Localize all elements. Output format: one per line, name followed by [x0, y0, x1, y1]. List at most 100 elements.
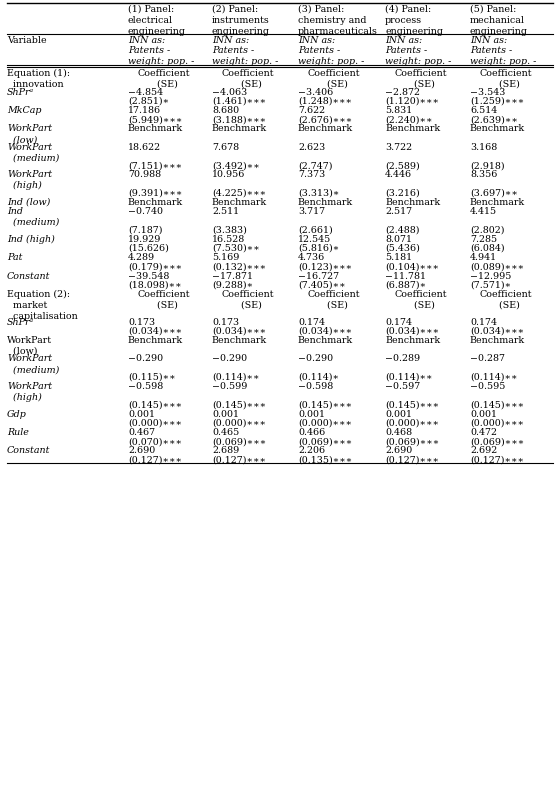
Text: (0.114)∗: (0.114)∗ — [298, 373, 339, 382]
Text: (0.114)∗∗: (0.114)∗∗ — [212, 373, 259, 382]
Text: (2.747): (2.747) — [298, 161, 333, 170]
Text: 18.622: 18.622 — [128, 143, 161, 152]
Text: (1.248)∗∗∗: (1.248)∗∗∗ — [298, 97, 352, 106]
Text: 10.956: 10.956 — [212, 171, 246, 179]
Text: Constant: Constant — [7, 446, 51, 455]
Text: Benchmark: Benchmark — [385, 124, 440, 134]
Text: −12.995: −12.995 — [470, 272, 511, 280]
Text: 0.174: 0.174 — [385, 318, 412, 326]
Text: −0.290: −0.290 — [212, 355, 247, 363]
Text: −17.871: −17.871 — [212, 272, 253, 280]
Text: (0.000)∗∗∗: (0.000)∗∗∗ — [212, 419, 266, 428]
Text: 0.173: 0.173 — [128, 318, 155, 326]
Text: 7.373: 7.373 — [298, 171, 325, 179]
Text: (2.661): (2.661) — [298, 226, 333, 235]
Text: (0.123)∗∗∗: (0.123)∗∗∗ — [298, 262, 352, 272]
Text: −11.781: −11.781 — [385, 272, 426, 280]
Text: (9.288)∗: (9.288)∗ — [212, 280, 253, 290]
Text: (4) Panel:
process
engineering: (4) Panel: process engineering — [385, 5, 443, 36]
Text: −3.406: −3.406 — [298, 88, 333, 96]
Text: −0.598: −0.598 — [298, 382, 333, 391]
Text: Rule: Rule — [7, 428, 29, 437]
Text: (0.179)∗∗∗: (0.179)∗∗∗ — [128, 262, 182, 272]
Text: Variable: Variable — [7, 36, 47, 44]
Text: 2.511: 2.511 — [212, 207, 239, 216]
Text: 0.001: 0.001 — [385, 409, 412, 419]
Text: Ind
  (medium): Ind (medium) — [7, 207, 59, 227]
Text: 3.717: 3.717 — [298, 207, 325, 216]
Text: −0.598: −0.598 — [128, 382, 163, 391]
Text: Benchmark: Benchmark — [470, 198, 525, 207]
Text: Benchmark: Benchmark — [128, 336, 183, 345]
Text: INN as:
Patents -
weight: pop. -: INN as: Patents - weight: pop. - — [212, 36, 278, 66]
Text: (0.127)∗∗∗: (0.127)∗∗∗ — [470, 456, 524, 465]
Text: (2.676)∗∗∗: (2.676)∗∗∗ — [298, 115, 352, 124]
Text: WorkPart
  (low): WorkPart (low) — [7, 336, 52, 356]
Text: (0.069)∗∗∗: (0.069)∗∗∗ — [470, 437, 525, 446]
Text: WorkPart
  (high): WorkPart (high) — [7, 382, 52, 402]
Text: 4.289: 4.289 — [128, 254, 155, 262]
Text: −0.290: −0.290 — [128, 355, 163, 363]
Text: −3.543: −3.543 — [470, 88, 506, 96]
Text: (6.084): (6.084) — [470, 244, 504, 253]
Text: 2.690: 2.690 — [128, 446, 155, 455]
Text: (3.216): (3.216) — [385, 189, 420, 198]
Text: −16.727: −16.727 — [298, 272, 339, 280]
Text: 0.001: 0.001 — [212, 409, 239, 419]
Text: −0.289: −0.289 — [385, 355, 420, 363]
Text: (0.034)∗∗∗: (0.034)∗∗∗ — [298, 327, 352, 336]
Text: Benchmark: Benchmark — [128, 124, 183, 134]
Text: (0.034)∗∗∗: (0.034)∗∗∗ — [212, 327, 266, 336]
Text: (0.000)∗∗∗: (0.000)∗∗∗ — [128, 419, 182, 428]
Text: 7.285: 7.285 — [470, 235, 497, 244]
Text: Benchmark: Benchmark — [470, 336, 525, 345]
Text: Gdp: Gdp — [7, 409, 27, 419]
Text: Benchmark: Benchmark — [385, 336, 440, 345]
Text: 3.168: 3.168 — [470, 143, 497, 152]
Text: (18.098)∗∗: (18.098)∗∗ — [128, 280, 181, 290]
Text: 8.680: 8.680 — [212, 106, 239, 115]
Text: Coefficient
  (SE): Coefficient (SE) — [222, 70, 274, 89]
Text: 0.001: 0.001 — [470, 409, 497, 419]
Text: (0.132)∗∗∗: (0.132)∗∗∗ — [212, 262, 266, 272]
Text: 7.622: 7.622 — [298, 106, 325, 115]
Text: 8.071: 8.071 — [385, 235, 412, 244]
Text: (0.114)∗∗: (0.114)∗∗ — [470, 373, 517, 382]
Text: (0.070)∗∗∗: (0.070)∗∗∗ — [128, 437, 182, 446]
Text: −2.872: −2.872 — [385, 88, 420, 96]
Text: 17.186: 17.186 — [128, 106, 161, 115]
Text: Benchmark: Benchmark — [212, 336, 267, 345]
Text: (3.188)∗∗∗: (3.188)∗∗∗ — [212, 115, 266, 124]
Text: 5.169: 5.169 — [212, 254, 239, 262]
Text: (6.887)∗: (6.887)∗ — [385, 280, 426, 290]
Text: Ind (high): Ind (high) — [7, 235, 55, 244]
Text: Coefficient
  (SE): Coefficient (SE) — [138, 290, 190, 310]
Text: (15.626): (15.626) — [128, 244, 169, 253]
Text: (0.135)∗∗∗: (0.135)∗∗∗ — [298, 456, 352, 465]
Text: (0.034)∗∗∗: (0.034)∗∗∗ — [128, 327, 182, 336]
Text: (3.383): (3.383) — [212, 226, 247, 235]
Text: (7.405)∗∗: (7.405)∗∗ — [298, 280, 345, 290]
Text: (2.240)∗∗: (2.240)∗∗ — [385, 115, 432, 124]
Text: (0.034)∗∗∗: (0.034)∗∗∗ — [385, 327, 439, 336]
Text: (7.187): (7.187) — [128, 226, 162, 235]
Text: Coefficient
  (SE): Coefficient (SE) — [308, 290, 360, 310]
Text: Coefficient
  (SE): Coefficient (SE) — [222, 290, 274, 310]
Text: 6.514: 6.514 — [470, 106, 497, 115]
Text: WorkPart
  (medium): WorkPart (medium) — [7, 355, 59, 374]
Text: MkCap: MkCap — [7, 106, 41, 115]
Text: 7.678: 7.678 — [212, 143, 239, 152]
Text: WorkPart
  (high): WorkPart (high) — [7, 171, 52, 190]
Text: 0.472: 0.472 — [470, 428, 497, 437]
Text: WorkPart
  (low): WorkPart (low) — [7, 124, 52, 144]
Text: 2.206: 2.206 — [298, 446, 325, 455]
Text: (0.145)∗∗∗: (0.145)∗∗∗ — [298, 401, 352, 409]
Text: (0.127)∗∗∗: (0.127)∗∗∗ — [385, 456, 439, 465]
Text: −0.287: −0.287 — [470, 355, 505, 363]
Text: (0.115)∗∗: (0.115)∗∗ — [128, 373, 176, 382]
Text: Equation (2):
  market
  capitalisation: Equation (2): market capitalisation — [7, 290, 78, 321]
Text: (2.851)∗: (2.851)∗ — [128, 97, 169, 106]
Text: −0.599: −0.599 — [212, 382, 247, 391]
Text: 2.689: 2.689 — [212, 446, 239, 455]
Text: 2.690: 2.690 — [385, 446, 412, 455]
